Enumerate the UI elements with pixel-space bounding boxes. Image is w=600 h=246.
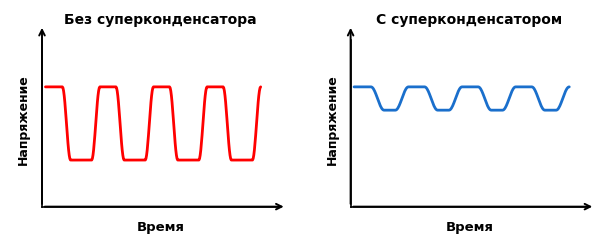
Title: Без суперконденсатора: Без суперконденсатора <box>64 13 257 27</box>
Text: Напряжение: Напряжение <box>17 74 30 165</box>
Text: Время: Время <box>137 221 185 234</box>
Text: Время: Время <box>445 221 493 234</box>
Title: С суперконденсатором: С суперконденсатором <box>376 13 562 27</box>
Text: Напряжение: Напряжение <box>326 74 339 165</box>
